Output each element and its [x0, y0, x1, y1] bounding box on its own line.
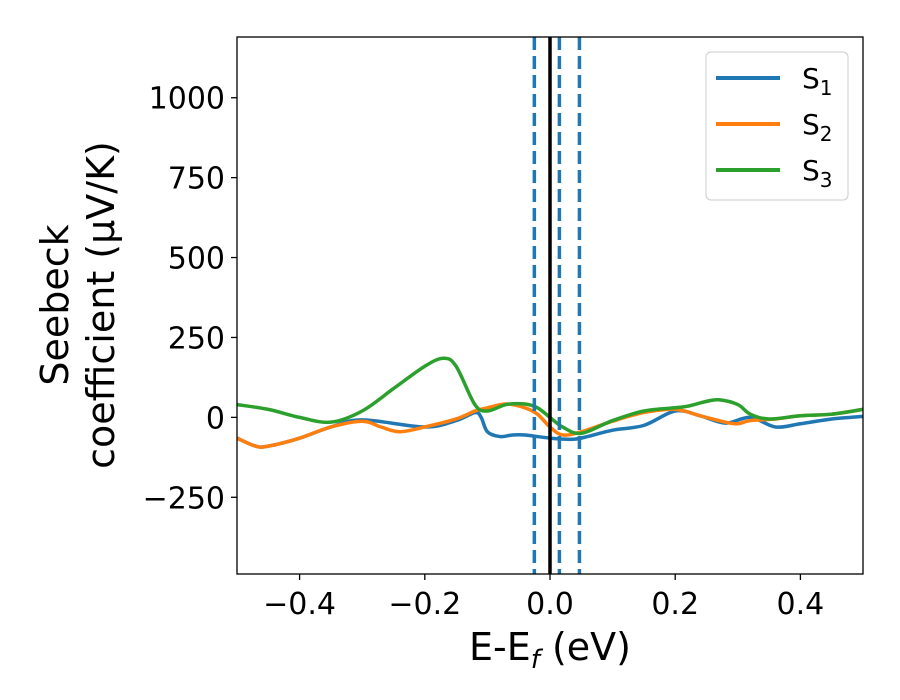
y-tick-label: 0 [206, 401, 225, 436]
series-line-s2 [237, 402, 863, 449]
y-tick-label: 500 [168, 242, 225, 277]
x-axis: −0.4 −0.2 0.0 0.2 0.4 [263, 574, 824, 622]
y-axis-label-line1: Seebeck [33, 224, 77, 385]
x-tick-label: −0.4 [263, 587, 336, 622]
y-axis: −250 0 250 500 750 1000 [143, 82, 237, 516]
x-tick-label: 0.0 [526, 587, 574, 622]
y-tick-label: 250 [168, 321, 225, 356]
legend: S1 S2 S3 [705, 51, 849, 201]
x-axis-label-base: E-E [469, 625, 531, 669]
y-tick-label: 1000 [149, 82, 225, 117]
x-tick-label: 0.4 [777, 587, 825, 622]
y-tick-label: 750 [168, 162, 225, 197]
x-axis-label: E-Ef (eV) [469, 625, 631, 675]
legend-label-s1: S1 [802, 62, 833, 100]
y-axis-label: Seebeck coefficient (μV/K) [33, 141, 123, 469]
y-tick-label: −250 [143, 481, 225, 516]
plot-area [237, 37, 863, 574]
legend-label-s2: S2 [802, 108, 833, 146]
y-axis-label-line2: coefficient (μV/K) [79, 141, 123, 469]
x-axis-label-rest: (eV) [540, 625, 631, 669]
x-tick-label: −0.2 [388, 587, 461, 622]
x-tick-label: 0.2 [651, 587, 699, 622]
legend-label-s3: S3 [802, 154, 833, 192]
